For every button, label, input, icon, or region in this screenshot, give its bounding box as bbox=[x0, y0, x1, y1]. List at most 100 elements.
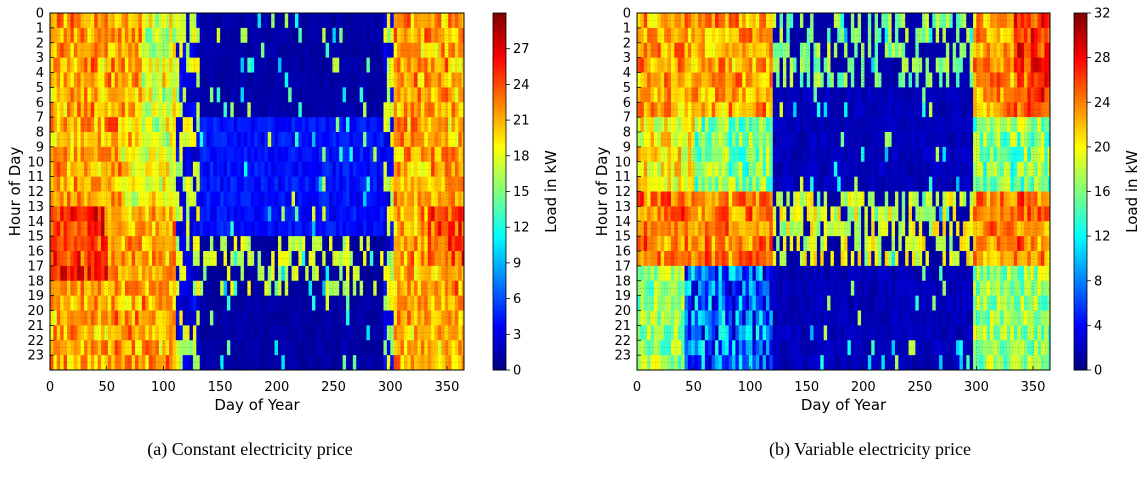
heatmap-cell bbox=[657, 281, 661, 296]
heatmap-cell bbox=[786, 236, 790, 251]
heatmap-cell bbox=[698, 311, 702, 326]
heatmap-cell bbox=[773, 132, 777, 147]
heatmap-cell bbox=[448, 325, 452, 340]
heatmap-cell bbox=[681, 325, 685, 340]
colorbar-segment bbox=[493, 311, 506, 314]
heatmap-cell bbox=[312, 251, 316, 266]
heatmap-cell bbox=[108, 325, 112, 340]
colorbar-segment bbox=[493, 290, 506, 293]
colorbar-segment bbox=[493, 272, 506, 275]
heatmap-cell bbox=[159, 162, 163, 177]
heatmap-cell bbox=[159, 251, 163, 266]
heatmap-cell bbox=[363, 236, 367, 251]
heatmap-cell bbox=[827, 281, 831, 296]
heatmap-cell bbox=[261, 281, 265, 296]
heatmap-cell bbox=[681, 162, 685, 177]
heatmap-cell bbox=[70, 132, 74, 147]
heatmap-cell bbox=[681, 296, 685, 311]
heatmap-cell bbox=[373, 251, 377, 266]
heatmap-cell bbox=[94, 206, 98, 221]
heatmap-cell bbox=[145, 325, 149, 340]
heatmap-cell bbox=[810, 266, 814, 281]
heatmap-cell bbox=[878, 340, 882, 355]
heatmap-cell bbox=[135, 296, 139, 311]
heatmap-cell bbox=[657, 28, 661, 43]
colorbar-segment bbox=[493, 358, 506, 361]
heatmap-cell bbox=[424, 147, 428, 162]
heatmap-cell bbox=[888, 296, 892, 311]
heatmap-cell bbox=[644, 266, 648, 281]
heatmap-cell bbox=[810, 13, 814, 28]
heatmap-cell bbox=[94, 355, 98, 370]
colorbar-segment bbox=[493, 269, 506, 272]
heatmap-cell bbox=[261, 147, 265, 162]
colorbar-tick-label: 3 bbox=[513, 328, 521, 343]
heatmap-cell bbox=[644, 236, 648, 251]
heatmap-cell bbox=[424, 221, 428, 236]
heatmap-cell bbox=[322, 355, 326, 370]
heatmap-cell bbox=[94, 102, 98, 117]
heatmap-cell bbox=[671, 221, 675, 236]
heatmap-cell bbox=[837, 311, 841, 326]
heatmap-cell bbox=[671, 325, 675, 340]
heatmap-cell bbox=[94, 296, 98, 311]
y-tick-label: 1 bbox=[36, 21, 44, 36]
heatmap-cell bbox=[438, 355, 442, 370]
heatmap-cell bbox=[135, 87, 139, 102]
heatmap-cell bbox=[800, 117, 804, 132]
heatmap-cell bbox=[657, 296, 661, 311]
heatmap-cell bbox=[438, 266, 442, 281]
heatmap-cell bbox=[644, 206, 648, 221]
heatmap-cell bbox=[135, 177, 139, 192]
heatmap-cell bbox=[438, 340, 442, 355]
heatmap-cell bbox=[644, 162, 648, 177]
heatmap-cell bbox=[749, 281, 753, 296]
heatmap-cell bbox=[210, 251, 214, 266]
heatmap-cell bbox=[759, 281, 763, 296]
heatmap-cell bbox=[851, 177, 855, 192]
heatmap-cell bbox=[247, 87, 251, 102]
colorbar-segment bbox=[493, 46, 506, 49]
colorbar-segment bbox=[493, 93, 506, 96]
heatmap-cell bbox=[851, 28, 855, 43]
heatmap-cell bbox=[722, 192, 726, 207]
heatmap-cell bbox=[84, 147, 88, 162]
colorbar-segment bbox=[493, 209, 506, 212]
heatmap-cell bbox=[810, 132, 814, 147]
heatmap-cell bbox=[70, 266, 74, 281]
colorbar-tick-label: 18 bbox=[513, 149, 530, 164]
colorbar-segment bbox=[493, 171, 506, 174]
heatmap-cell bbox=[448, 162, 452, 177]
colorbar-segment bbox=[493, 16, 506, 19]
colorbar-segment bbox=[493, 52, 506, 55]
heatmap-cell bbox=[285, 325, 289, 340]
heatmap-cell bbox=[322, 87, 326, 102]
heatmap-cell bbox=[135, 147, 139, 162]
heatmap-cell bbox=[810, 355, 814, 370]
heatmap-cell bbox=[424, 73, 428, 88]
heatmap-cell bbox=[135, 340, 139, 355]
colorbar-tick-label: 0 bbox=[513, 364, 521, 379]
heatmap-cell bbox=[322, 281, 326, 296]
heatmap-cell bbox=[210, 340, 214, 355]
heatmap-cell bbox=[108, 340, 112, 355]
heatmap-cell bbox=[800, 221, 804, 236]
heatmap-cell bbox=[878, 251, 882, 266]
heatmap-cell bbox=[261, 177, 265, 192]
heatmap-cell bbox=[220, 281, 224, 296]
heatmap-cell bbox=[800, 43, 804, 58]
heatmap-cell bbox=[84, 177, 88, 192]
colorbar-segment bbox=[493, 308, 506, 311]
y-tick-label: 0 bbox=[36, 7, 44, 22]
heatmap-cell bbox=[864, 266, 868, 281]
heatmap-cell bbox=[644, 28, 648, 43]
heatmap-cell bbox=[414, 221, 418, 236]
colorbar-segment bbox=[493, 117, 506, 120]
colorbar-segment bbox=[493, 126, 506, 129]
heatmap-cell bbox=[878, 296, 882, 311]
heatmap-cell bbox=[373, 236, 377, 251]
heatmap-cell bbox=[363, 43, 367, 58]
heatmap-cell bbox=[657, 13, 661, 28]
